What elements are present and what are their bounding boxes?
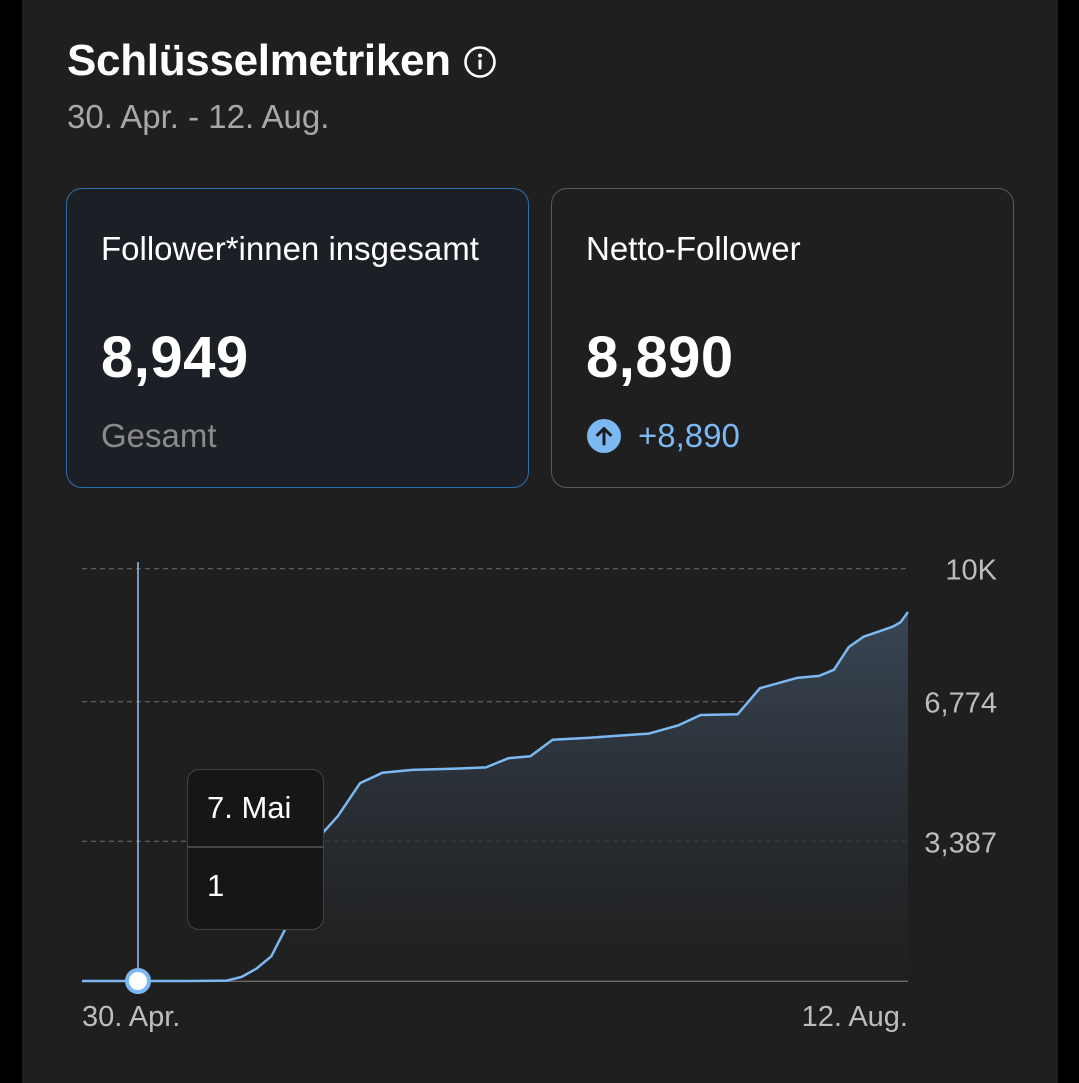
tooltip-divider — [188, 846, 323, 848]
net-followers-card[interactable]: Netto-Follower 8,890 +8,890 — [551, 188, 1014, 488]
highlighted-point[interactable] — [125, 968, 151, 994]
chart-tooltip: 7. Mai 1 — [187, 769, 324, 930]
net-followers-delta: +8,890 — [586, 417, 740, 455]
total-followers-label: Follower*innen insgesamt — [101, 230, 479, 267]
x-start-label: 30. Apr. — [82, 1001, 180, 1033]
net-followers-label: Netto-Follower — [586, 230, 801, 267]
y-tick-label: 10K — [945, 555, 997, 587]
tooltip-date: 7. Mai — [207, 790, 292, 825]
tooltip-value: 1 — [207, 868, 225, 903]
x-end-label: 12. Aug. — [802, 1001, 908, 1033]
total-followers-subtitle: Gesamt — [101, 417, 217, 454]
area-fill — [82, 612, 908, 981]
y-tick-label: 6,774 — [924, 688, 997, 720]
page-title: Schlüsselmetriken — [67, 36, 451, 85]
info-icon[interactable] — [463, 45, 497, 79]
header: Schlüsselmetriken — [67, 36, 497, 86]
total-followers-card[interactable]: Follower*innen insgesamt 8,949 Gesamt — [66, 188, 529, 488]
arrow-up-circle-icon — [587, 419, 621, 453]
net-followers-value: 8,890 — [586, 325, 734, 390]
net-followers-delta-text: +8,890 — [638, 417, 740, 454]
date-range: 30. Apr. - 12. Aug. — [67, 98, 330, 135]
total-followers-value: 8,949 — [101, 325, 249, 390]
series-line — [82, 611, 910, 983]
y-tick-label: 3,387 — [924, 827, 997, 859]
